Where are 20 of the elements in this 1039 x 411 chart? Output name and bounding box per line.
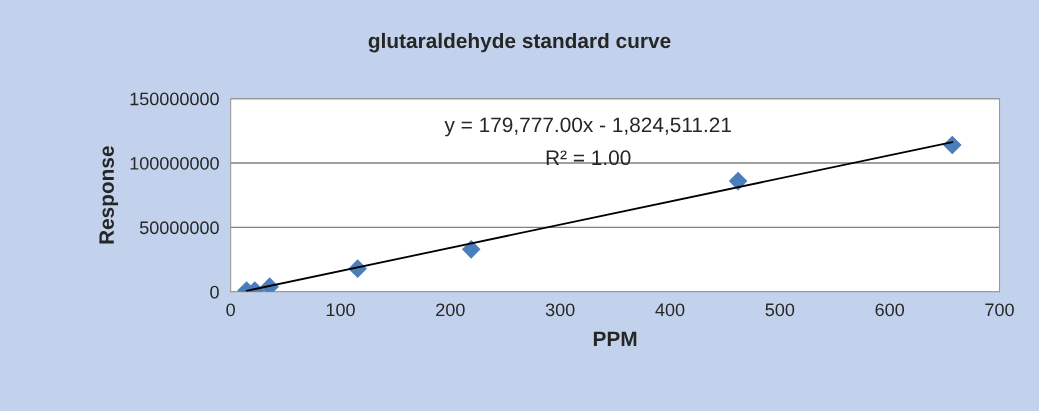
x-axis-title: PPM	[593, 331, 637, 346]
x-tick-label: 700	[985, 303, 1014, 317]
point	[461, 240, 481, 259]
x-tick-label: 600	[875, 303, 905, 317]
x-tick-label: 400	[655, 303, 685, 317]
annotation: y = 179,777.00x - 1,824,511.21	[444, 117, 731, 137]
annotation: R² = 1.00	[546, 150, 631, 166]
point	[728, 171, 748, 191]
point	[942, 135, 962, 155]
x-tick-label: 0	[226, 303, 235, 317]
y-tick-label: 50000000	[139, 221, 219, 235]
x-tick-label: 100	[326, 303, 355, 317]
y-tick-label: 0	[210, 285, 219, 299]
chart-title: glutaraldehyde standard curve	[368, 32, 671, 53]
x-tick-label: 300	[545, 303, 575, 317]
y-tick-label: 150000000	[130, 92, 219, 106]
x-tick-label: 200	[436, 303, 465, 317]
y-tick-label: 100000000	[130, 156, 219, 170]
y-axis-title: Response	[99, 146, 119, 244]
x-tick-label: 500	[765, 303, 795, 317]
